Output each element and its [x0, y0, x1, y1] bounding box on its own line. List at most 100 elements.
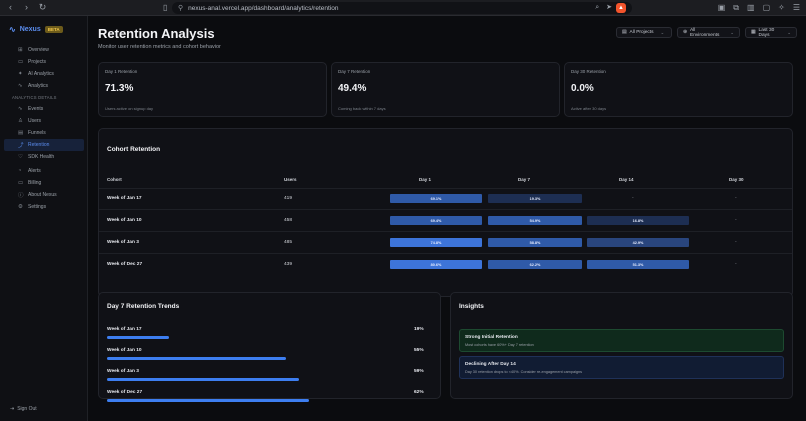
brave-shield-icon[interactable]: ▲: [616, 3, 626, 13]
sidebar-item-label: Settings: [28, 204, 47, 210]
sidebar-item-billing[interactable]: ▭ Billing: [4, 177, 84, 189]
tabs-icon[interactable]: ▢: [762, 3, 771, 12]
insight-title: Strong Initial Retention: [465, 335, 518, 340]
sidebar-item-ai-analytics[interactable]: ✦ AI Analytics: [4, 68, 84, 80]
col-header-cohort: Cohort: [107, 177, 122, 182]
stat-value: 0.0%: [571, 83, 594, 94]
sidebar-item-label: Billing: [28, 180, 42, 186]
brand[interactable]: ∿ Nexus BETA: [9, 25, 63, 34]
sidebar-item-label: Alerts: [28, 168, 41, 174]
page-title: Retention Analysis: [98, 26, 215, 41]
sidebar-item-alerts[interactable]: ◔ Alerts: [4, 165, 84, 177]
card-icon: ▭: [18, 180, 24, 186]
retention-empty-d30: -: [735, 239, 737, 245]
cohort-users: 439: [284, 262, 293, 267]
sidebar-item-label: About Nexus: [28, 192, 57, 198]
sidebar-item-users[interactable]: ♙ Users: [4, 115, 84, 127]
trend-icon: ⤴: [18, 143, 24, 149]
sidebar-item-label: Analytics: [28, 83, 49, 89]
retention-cell-d14[interactable]: 51.3%: [587, 260, 689, 269]
sidebar-item-events[interactable]: ∿ Events: [4, 103, 84, 115]
sidebar-item-overview[interactable]: ⊞ Overview: [4, 44, 84, 56]
retention-cell-d1[interactable]: 69.4%: [390, 216, 482, 225]
stat-label: Day 30 Retention: [571, 69, 606, 74]
trend-bar: [107, 378, 300, 381]
page-subtitle: Monitor user retention metrics and cohor…: [98, 44, 221, 50]
trend-label: Week of Jan 10: [107, 348, 142, 353]
day7-trends-card: Day 7 Retention Trends Week of Jan 17 19%…: [98, 292, 441, 402]
trend-bar: [107, 336, 169, 339]
grid-icon: ⊞: [18, 47, 23, 53]
brand-name: Nexus: [19, 26, 41, 33]
table-divider: [99, 253, 792, 254]
trend-track: [107, 378, 433, 381]
sidebar-item-label: AI Analytics: [28, 71, 54, 77]
cohort-name: Week of Jan 17: [107, 196, 142, 201]
back-icon[interactable]: ‹: [9, 2, 12, 12]
sidebar-item-label: Retention: [28, 142, 50, 148]
sidebar-item-analytics[interactable]: ∿ Analytics: [4, 80, 84, 92]
stat-card-day7: Day 7 Retention 49.4% Coming back within…: [331, 62, 560, 117]
retention-cell-d1[interactable]: 80.6%: [390, 260, 482, 269]
trend-percent: 19%: [414, 327, 424, 332]
stat-value: 71.3%: [105, 83, 134, 94]
zoom-icon[interactable]: ⌕: [595, 4, 600, 11]
address-bar[interactable]: ⚲ nexus-anal.vercel.app/dashboard/analyt…: [172, 2, 632, 14]
activity-icon: ∿: [18, 106, 23, 112]
environment-select[interactable]: ⊕ All Environments ⌄: [677, 27, 740, 38]
stat-card-day1: Day 1 Retention 71.3% Users active on si…: [98, 62, 327, 117]
retention-cell-d1[interactable]: 74.8%: [390, 238, 482, 247]
share-icon[interactable]: ➤: [606, 4, 612, 11]
sidebar-item-projects[interactable]: ▭ Projects: [4, 56, 84, 68]
date-range-select[interactable]: ▦ Last 30 Days ⌄: [745, 27, 797, 38]
retention-cell-d1[interactable]: 69.1%: [390, 194, 482, 203]
calendar-icon: ▦: [751, 30, 756, 35]
retention-empty-d30: -: [735, 195, 737, 201]
sidebar-toggle-icon[interactable]: ▥: [747, 3, 755, 12]
cohort-retention-card: Cohort Retention Cohort Users Day 1 Day …: [98, 128, 793, 297]
sign-out-icon: ⇥: [10, 406, 15, 412]
leo-icon[interactable]: ✧: [778, 3, 785, 12]
table-divider: [99, 231, 792, 232]
trend-percent: 59%: [414, 369, 424, 374]
sidebar-item-label: Overview: [28, 47, 49, 53]
retention-cell-d7[interactable]: 54.9%: [488, 216, 582, 225]
sidebar-item-about-nexus[interactable]: ⓘ About Nexus: [4, 189, 84, 201]
sidebar-item-sdk-health[interactable]: ♡ SDK Health: [4, 151, 84, 163]
trends-title: Day 7 Retention Trends: [107, 303, 180, 310]
sidebar-item-retention[interactable]: ⤴ Retention: [4, 139, 84, 151]
browser-menu-icon[interactable]: ☰: [792, 3, 800, 12]
chevron-down-icon: ⌄: [660, 29, 665, 35]
retention-cell-d14[interactable]: 16.8%: [587, 216, 689, 225]
table-divider: [99, 209, 792, 210]
forward-icon[interactable]: ›: [25, 2, 28, 12]
project-select[interactable]: ▤ All Projects ⌄: [616, 27, 672, 38]
trend-track: [107, 399, 433, 402]
retention-empty-d14: -: [632, 195, 634, 201]
url-text: nexus-anal.vercel.app/dashboard/analytic…: [188, 4, 339, 12]
nexus-logo-icon: ∿: [9, 25, 16, 34]
retention-cell-d7[interactable]: 19.3%: [488, 194, 582, 203]
site-settings-icon[interactable]: ⚲: [178, 5, 184, 12]
globe-icon: ⊕: [683, 30, 688, 35]
retention-cell-d7[interactable]: 62.2%: [488, 260, 582, 269]
trend-bar: [107, 357, 287, 360]
sign-out-button[interactable]: ⇥ Sign Out: [10, 406, 37, 412]
retention-empty-d30: -: [735, 217, 737, 223]
main-content: Retention Analysis Monitor user retentio…: [88, 16, 806, 421]
reload-icon[interactable]: ↻: [38, 2, 47, 12]
extensions-icon[interactable]: ⧉: [733, 3, 739, 12]
environment-select-value: All Environments: [690, 27, 720, 38]
insights-card: Insights Strong Initial Retention Most co…: [450, 292, 793, 399]
insight-description: Most cohorts have 60%+ Day 7 retention: [465, 343, 534, 347]
wallet-icon[interactable]: ▣: [717, 3, 726, 12]
insight-description: Day 30 retention drops to <40%. Consider…: [465, 370, 583, 374]
browser-toolbar: ‹ › ↻ ▯ ⚲ nexus-anal.vercel.app/dashboar…: [0, 0, 806, 16]
bookmark-icon[interactable]: ▯: [163, 3, 168, 12]
sidebar-item-label: Funnels: [28, 130, 46, 136]
retention-cell-d7[interactable]: 58.8%: [488, 238, 582, 247]
sidebar-item-settings[interactable]: ⚙ Settings: [4, 201, 84, 213]
insights-title: Insights: [459, 303, 484, 310]
retention-cell-d14[interactable]: 42.9%: [587, 238, 689, 247]
sidebar-item-funnels[interactable]: ▤ Funnels: [4, 127, 84, 139]
